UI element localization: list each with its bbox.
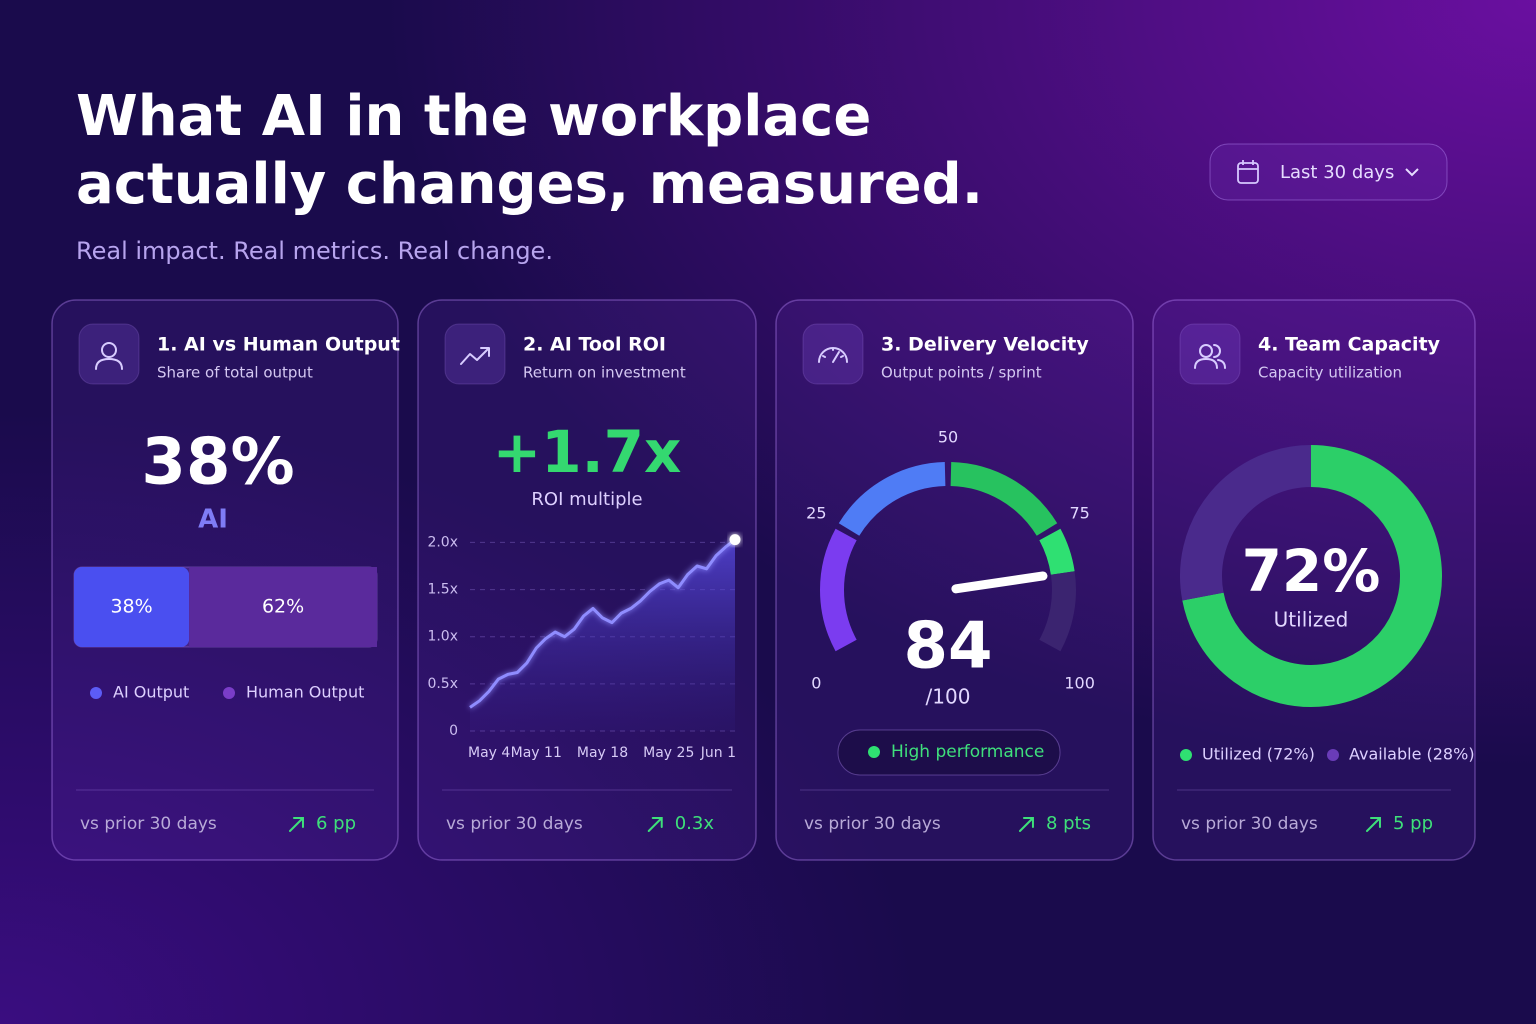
metric-card: 4. Team Capacity Capacity utilization vs p…: [1152, 299, 1476, 861]
icon-box: [1179, 323, 1241, 385]
y-tick-label: 2.0x: [427, 534, 458, 550]
cards: 1. AI vs Human Output Share of total outp…: [51, 299, 1476, 861]
page-subtitle: Real impact. Real metrics. Real change.: [76, 237, 553, 265]
footer-delta: 0.3x: [675, 813, 715, 834]
gauge-tick-label: 75: [1069, 504, 1089, 523]
legend-dot: [1327, 749, 1339, 761]
trend-arrow: [1365, 817, 1381, 832]
gauge-value: 84: [903, 610, 992, 684]
gauge-band: [820, 528, 857, 652]
kpi-label: AI: [198, 505, 228, 535]
trend-arrow: [288, 817, 304, 832]
card-subtitle: Return on investment: [523, 364, 686, 382]
donut-center-label: Utilized: [1274, 608, 1349, 632]
trend-arrow: [1018, 817, 1034, 832]
card-icon: [95, 342, 123, 370]
status-pill: [837, 729, 1061, 776]
y-tick-label: 1.0x: [427, 629, 458, 645]
gauge-band: [1039, 528, 1075, 576]
footer-label: vs prior 30 days: [1181, 814, 1318, 834]
status-label: High performance: [891, 742, 1044, 762]
legend-label: Human Output: [246, 683, 364, 702]
page-title: actually changes, measured.: [76, 152, 983, 217]
x-tick-label: May 11: [511, 745, 562, 761]
card-frame: [1152, 299, 1476, 861]
gauge-needle: [951, 571, 1048, 594]
footer-delta: 5 pp: [1393, 813, 1433, 834]
footer-delta: 6 pp: [316, 813, 356, 834]
line-area: [470, 539, 735, 731]
card-subtitle: Share of total output: [157, 364, 313, 382]
gauge-tick-label: 50: [938, 428, 958, 447]
bar-value-label: 38%: [110, 596, 152, 618]
bar-segment: [74, 567, 190, 647]
metric-card: 3. Delivery Velocity Output points / spri…: [775, 299, 1134, 861]
donut-segment: [1180, 445, 1312, 601]
x-tick-label: May 4: [468, 745, 510, 761]
gauge-tick-label: 0: [811, 674, 821, 693]
y-tick-label: 0.5x: [427, 676, 458, 692]
y-tick-label: 1.5x: [427, 582, 458, 598]
card-title: 3. Delivery Velocity: [881, 334, 1089, 356]
chevron-icon: [1405, 168, 1419, 177]
card-frame: [775, 299, 1134, 861]
legend-label: Available (28%): [1349, 745, 1475, 764]
kpi-label: ROI multiple: [531, 489, 642, 510]
kpi-value: +1.7x: [493, 418, 682, 486]
icon-box: [444, 323, 506, 385]
bar-value-label: 62%: [262, 596, 304, 618]
filter-label[interactable]: Last 30 days: [1280, 162, 1394, 183]
calendar-icon: [1237, 160, 1259, 184]
card-title: 4. Team Capacity: [1258, 334, 1441, 356]
gauge-track: [1039, 571, 1076, 652]
x-tick-label: May 18: [577, 745, 628, 761]
trend-arrow: [647, 817, 663, 832]
gauge-band: [838, 462, 946, 537]
y-tick-label: 0: [449, 723, 458, 739]
filter-box[interactable]: [1209, 143, 1448, 201]
line: [469, 538, 736, 709]
bar-segment: [189, 567, 377, 647]
x-tick-label: May 25: [643, 745, 694, 761]
card-subtitle: Capacity utilization: [1258, 364, 1402, 382]
x-tick-label: Jun 1: [700, 745, 736, 761]
donut-center-value: 72%: [1242, 537, 1381, 605]
legend-dot: [1180, 749, 1192, 761]
gauge-tick-label: 25: [806, 504, 826, 523]
icon-box: [802, 323, 864, 385]
card-icon: [1194, 344, 1226, 369]
card-icon: [460, 347, 490, 365]
footer-label: vs prior 30 days: [80, 814, 217, 834]
legend-dot: [90, 687, 102, 699]
gauge-band: [950, 462, 1058, 537]
footer-delta: 8 pts: [1046, 813, 1091, 834]
footer-label: vs prior 30 days: [804, 814, 941, 834]
donut-segment: [1182, 445, 1442, 707]
date-filter[interactable]: Last 30 days: [1209, 143, 1448, 201]
line-end-dot: [729, 534, 741, 546]
status-dot: [868, 746, 880, 758]
legend-dot: [223, 687, 235, 699]
legend-label: AI Output: [113, 683, 189, 702]
card-subtitle: Output points / sprint: [881, 364, 1042, 382]
kpi-value: 38%: [141, 426, 294, 500]
legend-label: Utilized (72%): [1202, 745, 1315, 764]
footer-label: vs prior 30 days: [446, 814, 583, 834]
card-icon: [818, 347, 848, 363]
gauge-tick-label: 100: [1064, 674, 1095, 693]
gauge-max-label: /100: [926, 685, 971, 709]
card-title: 1. AI vs Human Output: [157, 334, 400, 356]
card-title: 2. AI Tool ROI: [523, 334, 666, 356]
page-title: What AI in the workplace: [76, 84, 871, 149]
icon-box: [78, 323, 140, 385]
